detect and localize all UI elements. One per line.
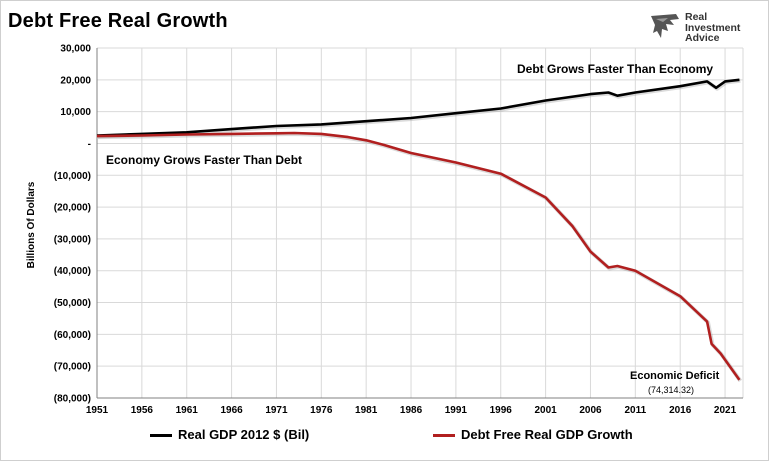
legend-label-gdp: Real GDP 2012 $ (Bil) [178,427,310,442]
legend-item-debt-free: Debt Free Real GDP Growth [433,427,633,442]
y-tick-label: 20,000 [60,75,91,86]
y-tick-label: - [88,139,91,150]
axes [96,48,743,399]
legend-label-debt-free: Debt Free Real GDP Growth [461,427,633,442]
series-lines [96,78,743,383]
legend-item-gdp: Real GDP 2012 $ (Bil) [150,427,309,442]
x-tick-label: 2001 [534,405,557,416]
x-tick-label: 1976 [310,405,333,416]
x-tick-label: 1996 [490,405,513,416]
series-line-debt-free [96,131,741,381]
y-tick-label: (10,000) [54,171,91,182]
y-tick-label: 10,000 [60,107,91,118]
y-tick-label: (40,000) [54,266,91,277]
logo-text: Real Investment Advice [685,12,740,44]
gridlines [96,47,744,399]
series-line-gdp [96,78,740,137]
logo: Real Investment Advice [648,11,760,47]
x-tick-label: 1991 [445,405,468,416]
x-tick-label: 1951 [86,405,109,416]
series-line-debt-free-shadow [97,132,743,383]
annotation-economy-grows: Economy Grows Faster Than Debt [106,153,302,167]
logo-line-3: Advice [685,32,720,44]
x-tick-label: 1971 [265,405,288,416]
logo-line-2: Investment [685,21,741,34]
y-tick-label: 30,000 [60,44,91,55]
annotation-deficit-value: (74,314.32) [648,385,694,395]
y-tick-labels: 30,000 20,000 10,000 - (10,000) (20,000) (30,0… [54,44,92,405]
annotation-debt-grows: Debt Grows Faster Than Economy [517,62,713,76]
y-tick-label: (70,000) [54,362,91,373]
y-tick-label: (60,000) [54,330,91,341]
legend-swatch-debt-free [433,434,455,438]
x-tick-label: 2021 [714,405,737,416]
y-tick-label: (80,000) [54,394,91,405]
x-tick-labels: 1951 1956 1961 1966 1971 1976 1981 1986 1991 1996… [86,405,737,416]
y-tick-label: (30,000) [54,234,91,245]
logo-line-1: Real [685,11,708,23]
x-tick-label: 1986 [400,405,423,416]
annotation-economic-deficit: Economic Deficit [630,370,720,382]
y-tick-label: (20,000) [54,203,91,214]
x-tick-label: 2016 [669,405,692,416]
y-tick-label: (50,000) [54,298,91,309]
page-title: Debt Free Real Growth [8,10,228,32]
x-tick-label: 1981 [355,405,378,416]
x-tick-label: 1956 [131,405,154,416]
x-tick-label: 1961 [176,405,199,416]
legend-swatch-gdp [150,434,172,438]
y-axis-label: Billions Of Dollars [26,181,37,268]
eagle-head-icon [651,14,679,38]
series-line-gdp-shadow [97,78,741,139]
x-tick-label: 1966 [220,405,243,416]
x-tick-label: 2006 [579,405,602,416]
x-tick-label: 2011 [624,405,646,416]
